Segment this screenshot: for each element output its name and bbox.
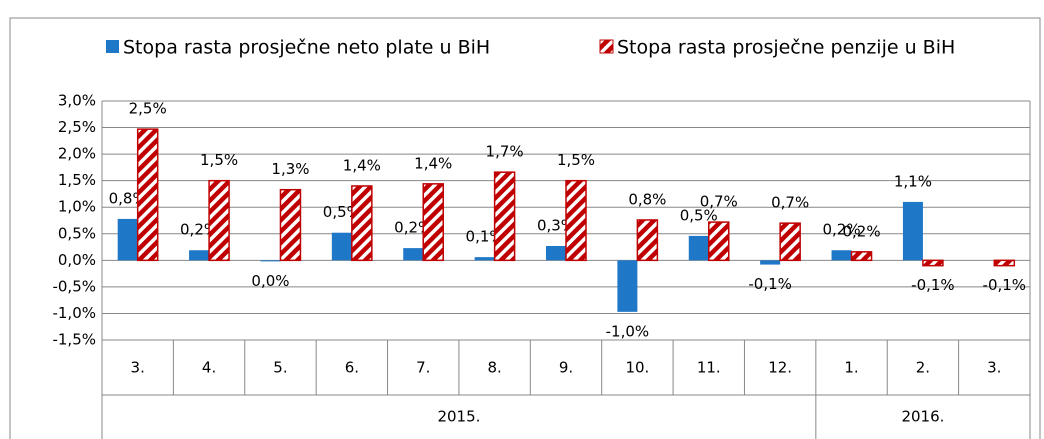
data-label: 0,0% [251,272,289,290]
bar [636,219,659,262]
x-tick-label: 10. [625,359,649,377]
legend-label: Stopa rasta prosječne neto plate u BiH [123,37,490,59]
y-tick-label: 1,5% [58,171,96,189]
bar [565,179,587,262]
bar [260,260,281,262]
legend-label: Stopa rasta prosječne penzije u BiH [617,37,955,59]
data-label: -0,1% [983,276,1027,294]
x-tick-label: 3. [131,359,145,377]
data-label: 1,4% [414,154,452,172]
legend-swatch [599,39,614,54]
x-tick-label: 9. [559,359,573,377]
y-tick-label: 1,0% [58,198,96,216]
y-tick-label: 3,0% [58,92,96,110]
data-label: 0,2% [842,222,880,240]
data-label: 1,5% [557,151,595,169]
data-label: 2,5% [129,100,167,118]
data-label: -0,1% [911,276,955,294]
x-tick-label: 2. [916,359,930,377]
bar [708,221,730,262]
y-tick-label: -1,5% [52,331,96,349]
data-label: 1,7% [486,143,524,161]
data-label: -0,1% [748,275,792,293]
x-tick-label: 5. [273,359,287,377]
bar [422,183,444,262]
x-tick-label: 4. [202,359,216,377]
bar [474,257,495,261]
data-label: 0,5% [680,206,718,224]
x-tick-label: 7. [416,359,430,377]
bar [779,222,801,262]
bar [189,250,210,261]
bar [922,259,944,267]
chart-frame [9,17,1041,439]
legend-swatch [106,40,119,53]
data-label: 1,5% [200,151,238,169]
x-tick-label: 6. [345,359,359,377]
data-label: -1,0% [606,322,650,340]
bar [403,248,424,261]
bar [993,259,1016,267]
bar [117,218,138,261]
data-label: 0,7% [771,194,809,212]
x-tick-label: 11. [697,359,721,377]
bar [688,235,709,261]
data-label: 0,2% [822,221,860,239]
bar [351,185,373,262]
y-tick-label: 0,5% [58,224,96,242]
y-tick-label: -1,0% [52,304,96,322]
bar [831,250,852,261]
data-label: 1,3% [271,160,309,178]
bar [208,179,230,262]
data-label: 1,4% [343,156,381,174]
x-tick-label: 8. [487,359,501,377]
bar [850,251,873,262]
bar [331,232,352,261]
x-tick-label: 1. [844,359,858,377]
data-label: 1,1% [894,172,932,190]
bar [760,260,781,265]
x-tick-label: 3. [987,359,1001,377]
y-tick-label: 2,0% [58,145,96,163]
bar [493,171,516,262]
bar [136,128,159,262]
y-tick-label: 0,0% [58,251,96,269]
x-tick-label: 12. [768,359,792,377]
bar [279,188,302,262]
bar [546,245,566,261]
y-tick-label: -0,5% [52,277,96,295]
group-label: 2016. [901,408,944,426]
y-tick-label: 2,5% [58,118,96,136]
group-label: 2015. [437,408,480,426]
data-label: 0,7% [700,193,738,211]
bar [617,260,638,312]
data-label: 0,8% [628,190,666,208]
bar [902,201,923,261]
